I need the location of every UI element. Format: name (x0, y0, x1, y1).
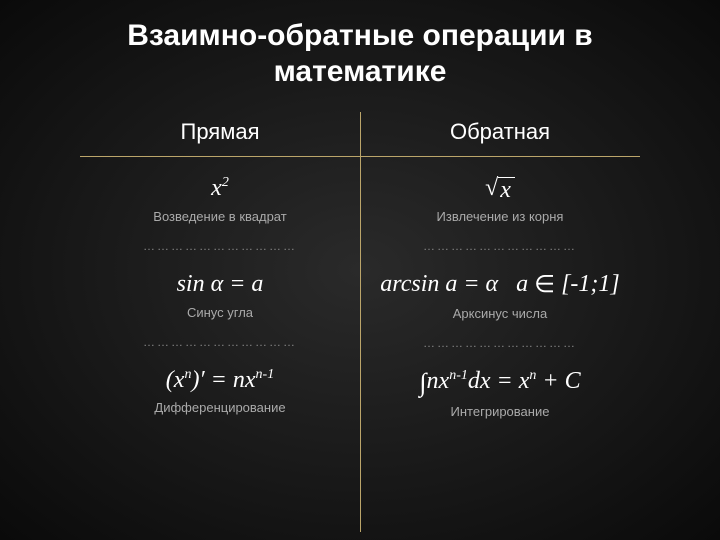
formula-left-2: sin α = a (90, 270, 350, 299)
caption-left-3: Дифференцирование (90, 400, 350, 415)
column-left: Прямая x2 Возведение в квадрат ………………………… (80, 112, 360, 431)
formula-left-3: (xn)′ = nxn-1 (90, 366, 350, 395)
vertical-divider (360, 112, 361, 532)
caption-left-1: Возведение в квадрат (90, 209, 350, 224)
cell-right-2: arcsin a = α a ∈ [-1;1] Арксинус числа (370, 252, 630, 333)
column-header-right: Обратная (370, 112, 630, 156)
cell-right-3: ∫nxn-1dx = xn + C Интегрирование (370, 349, 630, 431)
cell-right-1: √x Извлечение из корня (370, 156, 630, 236)
dots-divider: …………………………… (370, 236, 630, 252)
cell-left-3: (xn)′ = nxn-1 Дифференцирование (90, 348, 350, 428)
dots-divider: …………………………… (90, 332, 350, 348)
page-title: Взаимно-обратные операции в математике (40, 18, 680, 90)
caption-left-2: Синус угла (90, 305, 350, 320)
caption-right-2: Арксинус числа (370, 306, 630, 321)
column-right: Обратная √x Извлечение из корня ……………………… (360, 112, 640, 431)
caption-right-3: Интегрирование (370, 404, 630, 419)
cell-left-1: x2 Возведение в квадрат (90, 156, 350, 236)
formula-right-3: ∫nxn-1dx = xn + C (370, 367, 630, 398)
column-header-left: Прямая (90, 112, 350, 156)
formula-right-1: √x (370, 174, 630, 203)
dots-divider: …………………………… (370, 333, 630, 349)
formula-left-1: x2 (90, 174, 350, 203)
comparison-table: Прямая x2 Возведение в квадрат ………………………… (80, 112, 640, 431)
caption-right-1: Извлечение из корня (370, 209, 630, 224)
slide: Взаимно-обратные операции в математике П… (0, 0, 720, 540)
formula-right-2: arcsin a = α a ∈ [-1;1] (370, 270, 630, 300)
dots-divider: …………………………… (90, 236, 350, 252)
cell-left-2: sin α = a Синус угла (90, 252, 350, 332)
